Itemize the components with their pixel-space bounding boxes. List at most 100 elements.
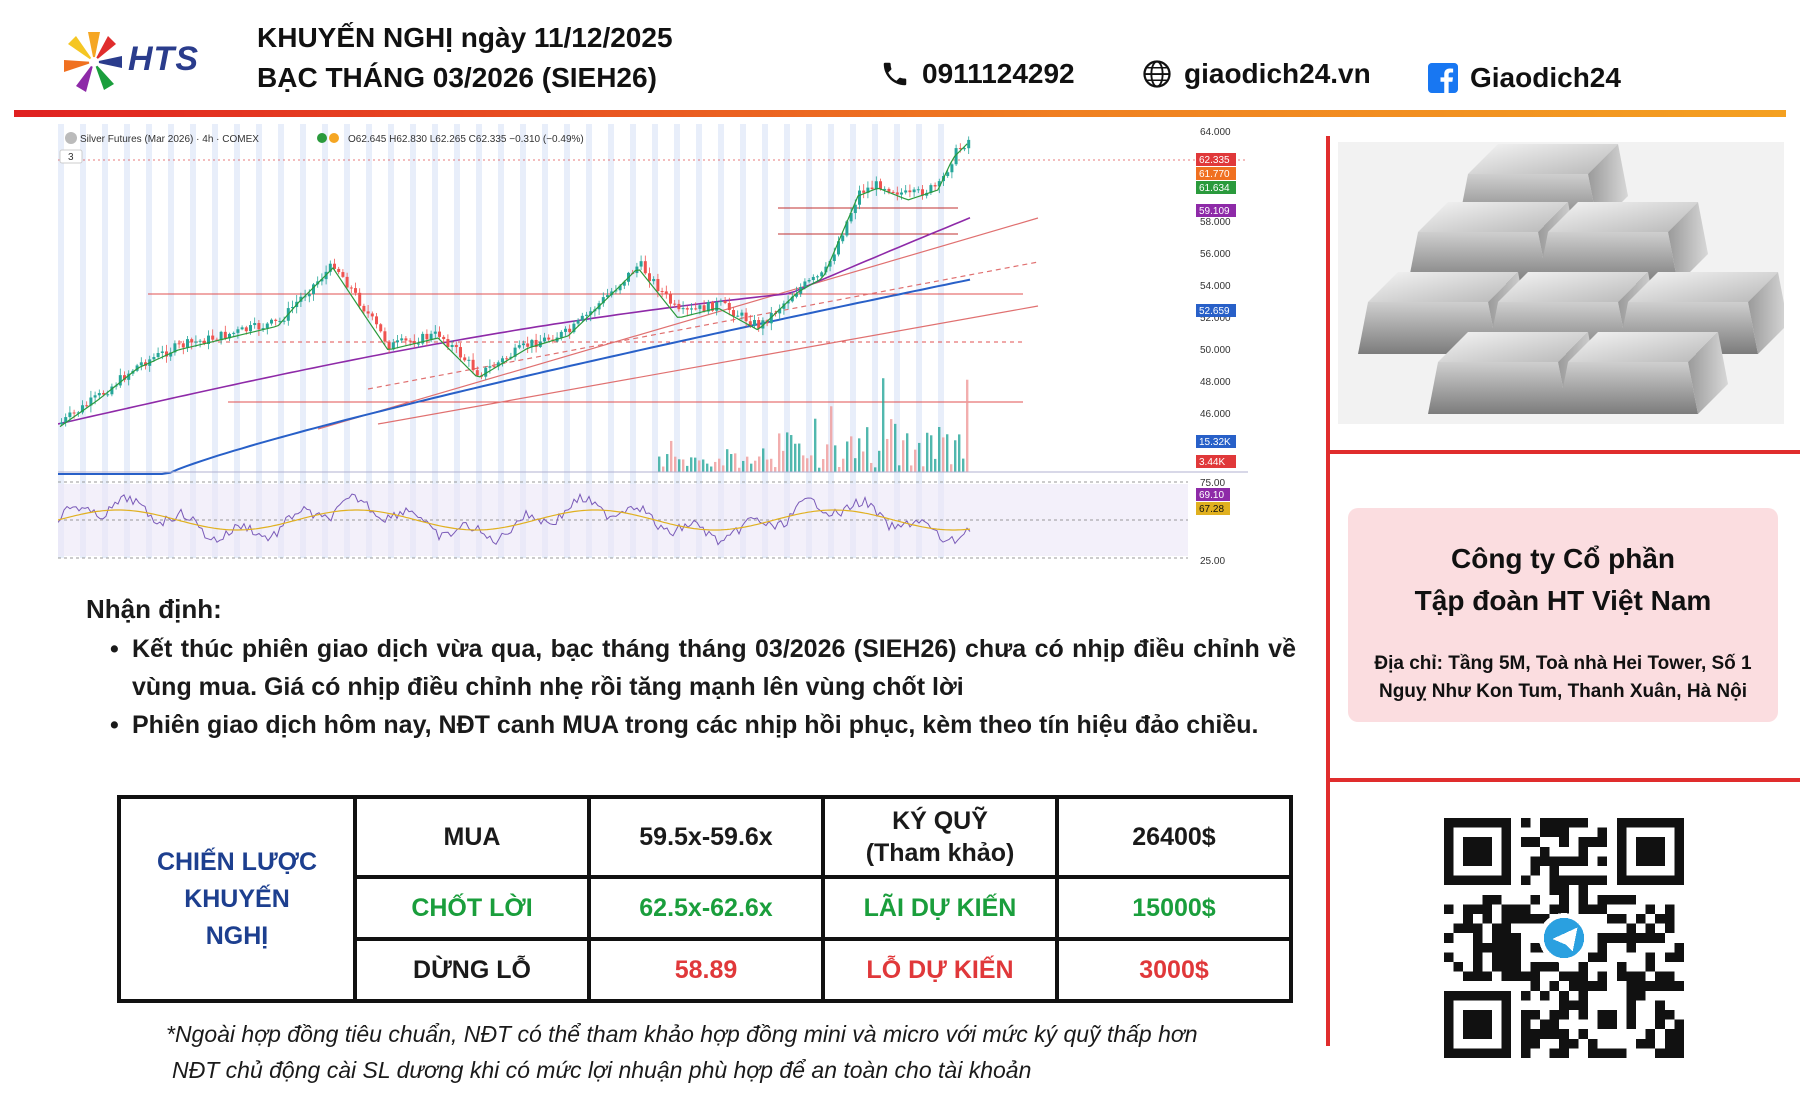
svg-text:67.28: 67.28 — [1199, 504, 1224, 515]
qr-module — [1588, 1038, 1598, 1049]
qr-module — [1549, 1029, 1560, 1039]
volume-bar — [702, 459, 705, 472]
volume-bar — [958, 434, 961, 472]
price-tick: 64.000 — [1200, 127, 1231, 138]
candle-body — [673, 303, 677, 305]
candle-body — [337, 268, 341, 273]
candle-body — [748, 321, 752, 326]
candle-body — [118, 375, 122, 386]
qr-module — [1472, 904, 1483, 914]
volume-bar — [822, 459, 825, 472]
qr-module — [1645, 981, 1656, 991]
candle-body — [669, 294, 672, 304]
qr-module — [1664, 1010, 1675, 1020]
qr-module — [1626, 1019, 1636, 1030]
price-chart: Silver Futures (Mar 2026) · 4h · COMEX O… — [57, 124, 1298, 588]
candle-body — [963, 148, 966, 150]
volume-label: 3.44K — [1196, 455, 1236, 468]
qr-module — [1530, 1010, 1540, 1020]
volume-bar — [738, 467, 741, 472]
candle-body — [614, 290, 618, 292]
candle-body — [160, 351, 164, 353]
qr-module — [1511, 971, 1521, 982]
qr-module — [1530, 856, 1540, 866]
qr-module — [1540, 827, 1550, 838]
qr-module — [1607, 933, 1617, 943]
website-link[interactable]: giaodich24.vn — [1142, 58, 1371, 90]
volume-bar — [718, 458, 721, 472]
qr-module — [1597, 856, 1608, 866]
candle-body — [841, 235, 845, 242]
candle-body — [740, 312, 744, 316]
take-profit-label: CHỐT LỜI — [353, 875, 591, 941]
candle-body — [127, 373, 131, 380]
volume-bar — [658, 456, 661, 472]
candle-body — [442, 336, 446, 340]
qr-module — [1482, 971, 1492, 982]
qr-module — [1549, 827, 1560, 838]
candle-body — [450, 344, 454, 348]
qr-module — [1540, 990, 1550, 1001]
volume-bar — [806, 458, 809, 472]
candle-body — [404, 338, 408, 341]
stop-loss-label: DỪNG LỖ — [353, 937, 591, 1003]
candle-body — [858, 190, 861, 205]
volume-bar — [666, 454, 669, 472]
phone-number: 0911124292 — [922, 58, 1075, 89]
volume-bar — [798, 443, 801, 472]
company-card: Công ty Cổ phần Tập đoàn HT Việt Nam Địa… — [1348, 508, 1778, 722]
right-column-divider — [1326, 136, 1330, 1046]
candle-body — [459, 347, 462, 358]
qr-module — [1482, 942, 1492, 953]
qr-module — [1645, 962, 1656, 972]
candle-body — [349, 287, 353, 289]
volume-bar — [690, 457, 693, 472]
footnote: *Ngoài hợp đồng tiêu chuẩn, NĐT có thể t… — [166, 1016, 1198, 1088]
candle-body — [68, 412, 72, 418]
volume-bar — [862, 451, 865, 472]
qr-module — [1444, 904, 1454, 914]
candle-body — [811, 276, 815, 281]
candle-body — [564, 328, 567, 332]
qr-module — [1520, 1010, 1531, 1020]
candle-body — [328, 263, 332, 272]
qr-module — [1549, 981, 1560, 991]
volume-bar — [766, 459, 769, 472]
stop-loss-value: 58.89 — [587, 937, 825, 1003]
volume-bar — [946, 434, 949, 472]
qr-module — [1511, 942, 1521, 953]
phone-contact[interactable]: 0911124292 — [880, 58, 1075, 90]
volume-bar — [802, 455, 805, 472]
expected-loss-value: 3000$ — [1055, 937, 1293, 1003]
candle-body — [916, 189, 920, 191]
qr-module — [1511, 962, 1521, 972]
candle-body — [391, 342, 395, 350]
candle-body — [438, 331, 441, 337]
candle-body — [446, 339, 450, 348]
facebook-link[interactable]: Giaodich24 — [1428, 62, 1621, 94]
qr-module — [1540, 914, 1550, 924]
candle-body — [866, 187, 870, 193]
qr-module — [1501, 952, 1512, 962]
candle-body — [547, 337, 551, 340]
volume-bar — [734, 453, 737, 472]
candle-body — [370, 313, 374, 317]
report-subtitle: BẠC THÁNG 03/2026 (SIEH26) — [257, 62, 657, 93]
candle-body — [694, 308, 698, 310]
candle-body — [622, 281, 626, 286]
volume-bar — [926, 432, 929, 472]
qr-module — [1597, 875, 1608, 886]
qr-module — [1549, 885, 1560, 895]
qr-code-image[interactable] — [1444, 818, 1684, 1058]
volume-bar — [966, 379, 969, 472]
candle-body — [958, 148, 962, 150]
volume-bar — [962, 458, 965, 472]
qr-module — [1559, 1029, 1569, 1039]
candle-body — [853, 204, 857, 214]
candle-body — [165, 351, 168, 357]
qr-module — [1597, 981, 1608, 991]
price-tick: 48.000 — [1200, 377, 1231, 388]
candle-body — [253, 323, 257, 326]
qr-module — [1568, 1000, 1579, 1010]
candle-body — [744, 312, 748, 322]
